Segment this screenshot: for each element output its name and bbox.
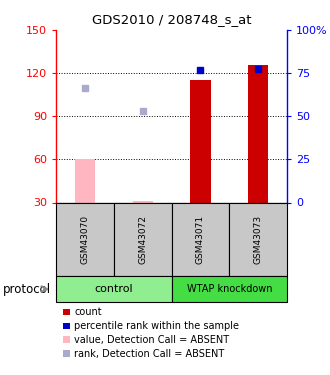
Text: GSM43071: GSM43071: [196, 214, 205, 264]
Bar: [248, 64, 268, 203]
Text: control: control: [94, 284, 133, 294]
Text: value, Detection Call = ABSENT: value, Detection Call = ABSENT: [74, 335, 229, 345]
Text: WTAP knockdown: WTAP knockdown: [186, 284, 272, 294]
Text: rank, Detection Call = ABSENT: rank, Detection Call = ABSENT: [74, 349, 224, 358]
Text: GSM43073: GSM43073: [254, 214, 263, 264]
Text: count: count: [74, 307, 102, 317]
Bar: [75, 159, 95, 202]
Text: percentile rank within the sample: percentile rank within the sample: [74, 321, 239, 331]
Text: protocol: protocol: [3, 283, 51, 296]
Text: GSM43070: GSM43070: [81, 214, 89, 264]
Text: GSM43072: GSM43072: [138, 214, 147, 264]
Text: GDS2010 / 208748_s_at: GDS2010 / 208748_s_at: [92, 13, 251, 26]
Bar: [190, 80, 211, 203]
Bar: [133, 201, 153, 202]
